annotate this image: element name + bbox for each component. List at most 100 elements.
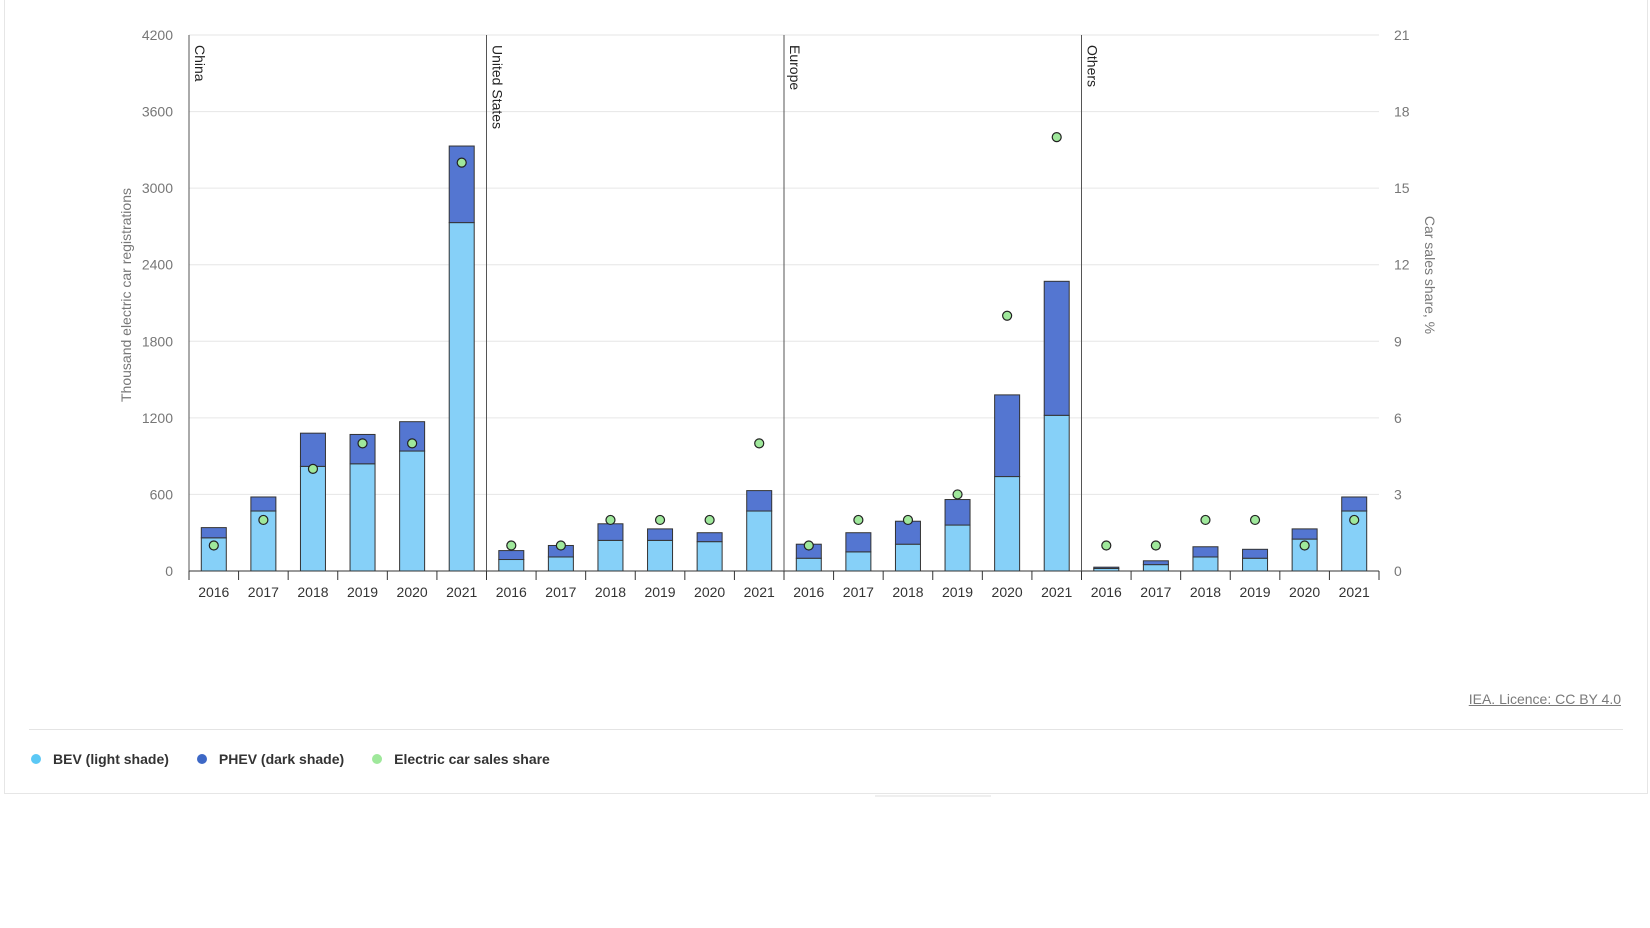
x-tick-label: 2018 <box>595 584 626 600</box>
legend-label-bev: BEV (light shade) <box>53 751 169 767</box>
sales-share-point <box>358 439 367 448</box>
x-tick-label: 2016 <box>198 584 229 600</box>
bar-phev <box>697 533 722 542</box>
legend-item-bev[interactable]: BEV (light shade) <box>31 751 169 767</box>
legend: BEV (light shade) PHEV (dark shade) Elec… <box>31 751 550 767</box>
panel-label: China <box>192 45 208 82</box>
bar-bev <box>945 525 970 571</box>
x-tick-label: 2017 <box>545 584 576 600</box>
sales-share-point <box>209 541 218 550</box>
bar-phev <box>995 395 1020 477</box>
bar-bev <box>1044 415 1069 571</box>
sales-share-point <box>507 541 516 550</box>
x-tick-label: 2021 <box>1041 584 1072 600</box>
sales-share-point <box>1003 311 1012 320</box>
bar-bev <box>300 466 325 571</box>
y-tick-label: 600 <box>150 486 174 502</box>
sales-share-point <box>1251 515 1260 524</box>
x-tick-label: 2021 <box>446 584 477 600</box>
y-tick-label-right: 15 <box>1394 180 1410 196</box>
sales-share-point <box>308 464 317 473</box>
y-tick-label: 1200 <box>142 410 173 426</box>
y-tick-label-right: 3 <box>1394 486 1402 502</box>
y-tick-label: 0 <box>165 563 173 579</box>
x-tick-label: 2018 <box>1190 584 1221 600</box>
bar-phev <box>1044 281 1069 415</box>
legend-item-sales-share[interactable]: Electric car sales share <box>372 751 550 767</box>
bar-bev <box>895 544 920 571</box>
bar-bev <box>598 540 623 571</box>
scroll-indicator <box>875 795 991 797</box>
y-tick-label-right: 6 <box>1394 410 1402 426</box>
x-tick-label: 2020 <box>1289 584 1320 600</box>
y-tick-label-right: 18 <box>1394 104 1410 120</box>
sales-share-point <box>259 515 268 524</box>
chart: 0 0 600 3 1200 6 1800 9 2400 12 3000 15 3600 18 4200 21… <box>5 0 1647 719</box>
bar-bev <box>400 451 425 571</box>
bar-phev <box>449 146 474 223</box>
sales-share-point <box>1300 541 1309 550</box>
x-tick-label: 2019 <box>942 584 973 600</box>
y-tick-label-right: 0 <box>1394 563 1402 579</box>
x-tick-label: 2019 <box>1239 584 1270 600</box>
bar-bev <box>350 464 375 571</box>
bar-phev <box>1193 547 1218 557</box>
panel-label: Others <box>1085 45 1101 87</box>
bar-phev <box>598 524 623 541</box>
legend-divider <box>29 729 1623 730</box>
x-tick-label: 2017 <box>1140 584 1171 600</box>
x-tick-label: 2020 <box>992 584 1023 600</box>
bar-phev <box>747 491 772 511</box>
x-tick-label: 2016 <box>1091 584 1122 600</box>
sales-share-point <box>903 515 912 524</box>
bar-bev <box>697 542 722 571</box>
sales-share-point <box>953 490 962 499</box>
source-link[interactable]: IEA. Licence: CC BY 4.0 <box>1469 691 1621 707</box>
sales-share-point <box>606 515 615 524</box>
sales-share-point <box>457 158 466 167</box>
y-tick-label-right: 9 <box>1394 333 1402 349</box>
y-tick-label-right: 21 <box>1394 27 1410 43</box>
x-tick-label: 2018 <box>297 584 328 600</box>
y-tick-label: 3000 <box>142 180 173 196</box>
sales-share-point <box>755 439 764 448</box>
x-tick-label: 2016 <box>793 584 824 600</box>
sales-share-point <box>804 541 813 550</box>
bar-phev <box>499 551 524 560</box>
legend-swatch-bev <box>31 754 41 764</box>
bar-phev <box>1094 567 1119 568</box>
y-axis-label: Thousand electric car registrations <box>118 188 134 402</box>
chart-card: 0 0 600 3 1200 6 1800 9 2400 12 3000 15 3600 18 4200 21… <box>4 0 1648 794</box>
sales-share-point <box>1350 515 1359 524</box>
bar-phev <box>945 500 970 526</box>
sales-share-point <box>656 515 665 524</box>
bar-phev <box>1292 529 1317 539</box>
bar-phev <box>1342 497 1367 511</box>
sales-share-point <box>1201 515 1210 524</box>
legend-swatch-sales-share <box>372 754 382 764</box>
bar-bev <box>995 477 1020 571</box>
sales-share-point <box>854 515 863 524</box>
bar-bev <box>499 560 524 571</box>
y-axis-label-right: Car sales share, % <box>1422 216 1438 334</box>
bar-phev <box>1243 549 1268 558</box>
bar-phev <box>300 433 325 466</box>
sales-share-point <box>408 439 417 448</box>
bar-bev <box>648 540 673 571</box>
y-tick-label: 4200 <box>142 27 173 43</box>
legend-label-sales-share: Electric car sales share <box>394 751 550 767</box>
bar-bev <box>1193 557 1218 571</box>
x-tick-label: 2017 <box>248 584 279 600</box>
x-tick-label: 2018 <box>892 584 923 600</box>
bar-bev <box>548 557 573 571</box>
x-tick-label: 2019 <box>644 584 675 600</box>
bar-bev <box>449 223 474 571</box>
legend-swatch-phev <box>197 754 207 764</box>
y-tick-label: 1800 <box>142 333 173 349</box>
x-tick-label: 2021 <box>1339 584 1370 600</box>
bar-bev <box>796 558 821 571</box>
x-tick-label: 2020 <box>694 584 725 600</box>
bar-phev <box>1143 561 1168 565</box>
legend-item-phev[interactable]: PHEV (dark shade) <box>197 751 344 767</box>
bar-phev <box>846 533 871 552</box>
